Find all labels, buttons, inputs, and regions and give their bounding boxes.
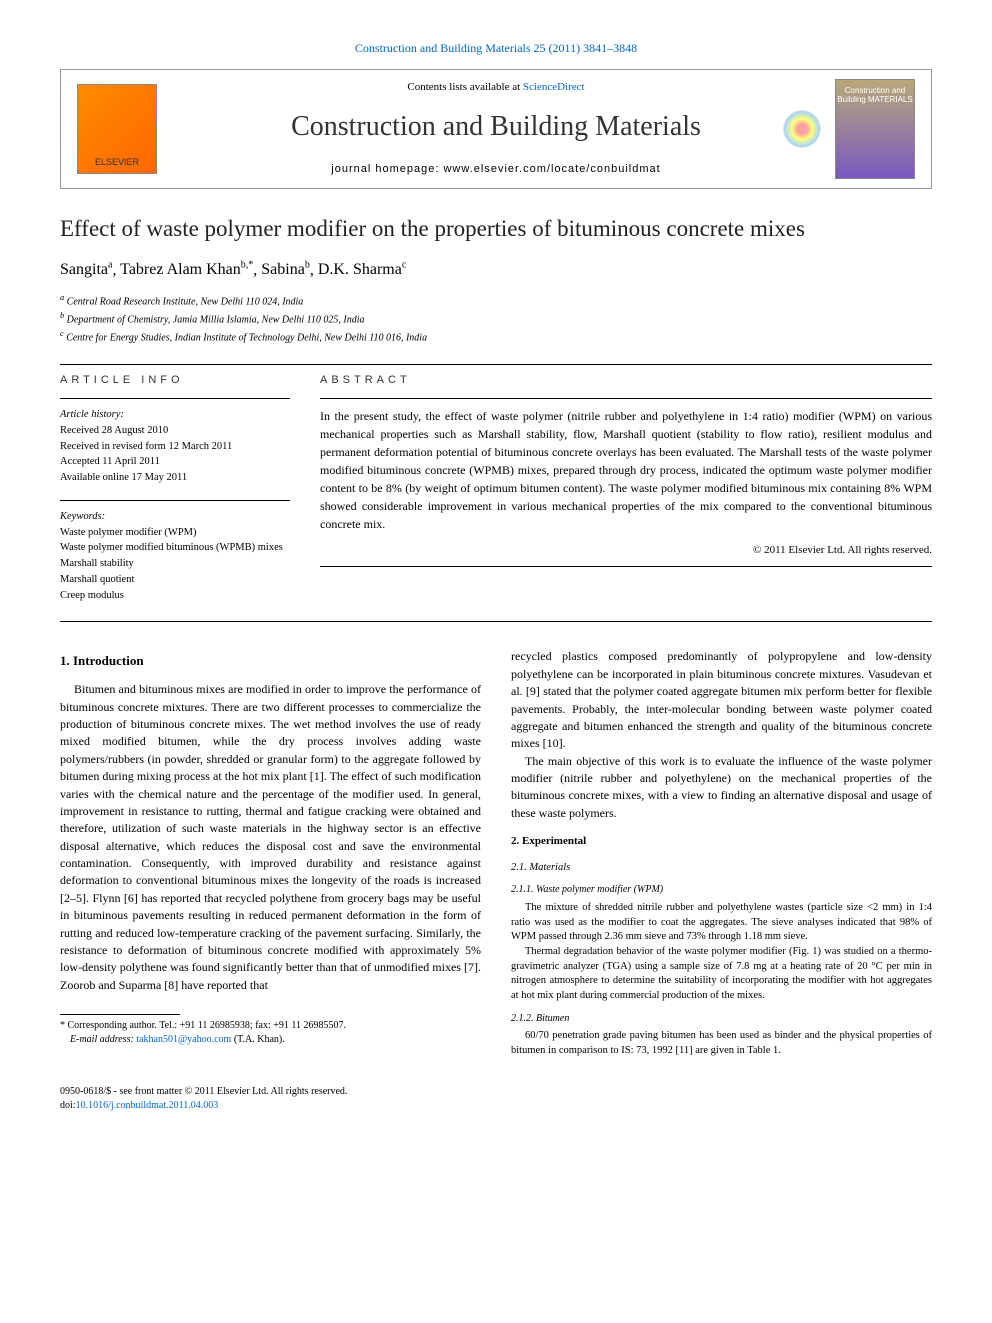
corr-email-line: E-mail address: takhan501@yahoo.com (T.A…	[60, 1033, 481, 1047]
body-paragraph: Thermal degradation behavior of the wast…	[511, 945, 932, 1004]
contents-available-line: Contents lists available at ScienceDirec…	[157, 80, 835, 95]
author: Tabrez Alam Khanb,*	[120, 261, 253, 278]
keywords-block: Keywords: Waste polymer modifier (WPM) W…	[60, 509, 290, 604]
doi-link[interactable]: 10.1016/j.conbuildmat.2011.04.003	[76, 1100, 219, 1111]
footnote-divider	[60, 1014, 180, 1015]
footer-left: 0950-0618/$ - see front matter © 2011 El…	[60, 1085, 347, 1113]
author-list: Sangitaa, Tabrez Alam Khanb,*, Sabinab, …	[60, 259, 932, 282]
header-center: Contents lists available at ScienceDirec…	[157, 80, 835, 178]
right-column: recycled plastics composed predominantly…	[511, 648, 932, 1058]
history-item: Received 28 August 2010	[60, 423, 290, 439]
article-history: Article history: Received 28 August 2010…	[60, 407, 290, 486]
body-paragraph: recycled plastics composed predominantly…	[511, 648, 932, 752]
page-footer: 0950-0618/$ - see front matter © 2011 El…	[60, 1085, 932, 1113]
front-matter-line: 0950-0618/$ - see front matter © 2011 El…	[60, 1085, 347, 1099]
subsubsection-heading-wpm: 2.1.1. Waste polymer modifier (WPM)	[511, 883, 932, 898]
history-item: Available online 17 May 2011	[60, 470, 290, 486]
doi-line: doi:10.1016/j.conbuildmat.2011.04.003	[60, 1099, 347, 1113]
journal-header-box: ELSEVIER Contents lists available at Sci…	[60, 69, 932, 189]
divider	[60, 500, 290, 501]
divider	[60, 364, 932, 365]
homepage-url[interactable]: www.elsevier.com/locate/conbuildmat	[443, 163, 660, 175]
keyword: Marshall quotient	[60, 572, 290, 588]
body-paragraph: Bitumen and bituminous mixes are modifie…	[60, 681, 481, 994]
author: D.K. Sharmac	[318, 261, 406, 278]
info-abstract-row: ARTICLE INFO Article history: Received 2…	[60, 373, 932, 604]
subsubsection-heading-bitumen: 2.1.2. Bitumen	[511, 1012, 932, 1027]
keyword: Creep modulus	[60, 588, 290, 604]
corresponding-author-footnote: * Corresponding author. Tel.: +91 11 269…	[60, 1019, 481, 1047]
keywords-label: Keywords:	[60, 509, 290, 525]
body-paragraph: The main objective of this work is to ev…	[511, 753, 932, 823]
history-item: Received in revised form 12 March 2011	[60, 439, 290, 455]
section-heading-experimental: 2. Experimental	[511, 834, 932, 850]
email-link[interactable]: takhan501@yahoo.com	[136, 1034, 231, 1045]
article-info-label: ARTICLE INFO	[60, 373, 290, 388]
abstract-copyright: © 2011 Elsevier Ltd. All rights reserved…	[320, 543, 932, 558]
keyword: Marshall stability	[60, 556, 290, 572]
divider	[320, 398, 932, 399]
author: Sabinab	[261, 261, 310, 278]
divider	[320, 566, 932, 567]
affiliation: b Department of Chemistry, Jamia Millia …	[60, 310, 932, 327]
abstract-text: In the present study, the effect of wast…	[320, 407, 932, 533]
history-item: Accepted 11 April 2011	[60, 454, 290, 470]
history-label: Article history:	[60, 407, 290, 423]
affiliation: a Central Road Research Institute, New D…	[60, 292, 932, 309]
crossmark-icon[interactable]	[783, 110, 821, 148]
section-heading-introduction: 1. Introduction	[60, 652, 481, 671]
elsevier-logo: ELSEVIER	[77, 84, 157, 174]
corr-author-line: * Corresponding author. Tel.: +91 11 269…	[60, 1019, 481, 1033]
abstract-label: ABSTRACT	[320, 373, 932, 388]
author: Sangitaa	[60, 261, 112, 278]
citation-link[interactable]: Construction and Building Materials 25 (…	[355, 41, 637, 55]
journal-name: Construction and Building Materials	[157, 107, 835, 146]
abstract-column: ABSTRACT In the present study, the effec…	[320, 373, 932, 604]
subsection-heading-materials: 2.1. Materials	[511, 860, 932, 875]
body-paragraph: 60/70 penetration grade paving bitumen h…	[511, 1029, 932, 1058]
body-paragraph: The mixture of shredded nitrile rubber a…	[511, 901, 932, 945]
divider	[60, 621, 932, 622]
journal-citation: Construction and Building Materials 25 (…	[60, 40, 932, 57]
sciencedirect-link[interactable]: ScienceDirect	[523, 81, 585, 93]
divider	[60, 398, 290, 399]
left-column: 1. Introduction Bitumen and bituminous m…	[60, 648, 481, 1058]
body-columns: 1. Introduction Bitumen and bituminous m…	[60, 648, 932, 1058]
article-title: Effect of waste polymer modifier on the …	[60, 213, 932, 245]
keyword: Waste polymer modifier (WPM)	[60, 525, 290, 541]
article-info-column: ARTICLE INFO Article history: Received 2…	[60, 373, 290, 604]
publisher-name: ELSEVIER	[95, 156, 139, 169]
keyword: Waste polymer modified bituminous (WPMB)…	[60, 540, 290, 556]
affiliation: c Centre for Energy Studies, Indian Inst…	[60, 328, 932, 345]
affiliation-list: a Central Road Research Institute, New D…	[60, 292, 932, 346]
journal-cover-thumbnail: Construction and Building MATERIALS	[835, 79, 915, 179]
journal-homepage: journal homepage: www.elsevier.com/locat…	[157, 162, 835, 177]
